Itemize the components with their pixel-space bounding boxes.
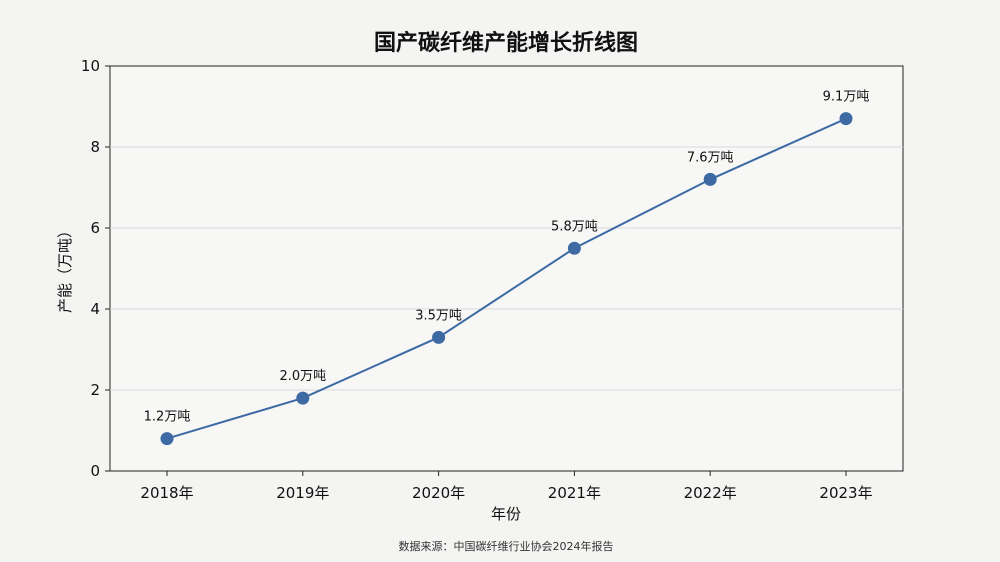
source-note: 数据来源：中国碳纤维行业协会2024年报告 xyxy=(399,539,614,553)
data-point xyxy=(160,432,174,446)
x-axis-ticks: 2018年 2019年 2020年 2021年 2022年 2023年 xyxy=(140,471,873,502)
x-tick-label: 2021年 xyxy=(548,484,601,502)
x-tick-label: 2022年 xyxy=(684,484,737,502)
y-axis-label: 产能（万吨） xyxy=(56,223,74,313)
x-tick-label: 2020年 xyxy=(412,484,465,502)
plot-area xyxy=(109,65,904,472)
series-markers xyxy=(160,112,853,446)
y-tick-label: 6 xyxy=(90,219,100,237)
y-axis-ticks: 0 2 4 6 8 10 xyxy=(81,57,110,480)
data-point xyxy=(567,241,581,255)
x-tick-label: 2023年 xyxy=(819,484,872,502)
y-tick-label: 2 xyxy=(90,381,100,399)
data-label: 9.1万吨 xyxy=(823,90,870,105)
data-label: 2.0万吨 xyxy=(279,369,326,384)
y-tick-label: 10 xyxy=(81,57,100,75)
data-point xyxy=(703,172,717,186)
y-tick-label: 8 xyxy=(90,138,100,156)
gridlines xyxy=(110,146,903,391)
series-line xyxy=(166,117,847,440)
x-axis-label: 年份 xyxy=(491,505,521,523)
y-tick-label: 4 xyxy=(90,300,100,318)
x-tick-label: 2019年 xyxy=(276,484,329,502)
x-tick-label: 2018年 xyxy=(140,484,193,502)
data-point xyxy=(839,112,853,126)
data-point xyxy=(296,391,310,405)
chart-title: 国产碳纤维产能增长折线图 xyxy=(374,30,638,56)
data-label: 5.8万吨 xyxy=(551,219,598,234)
y-tick-label: 0 xyxy=(90,462,100,480)
data-label: 7.6万吨 xyxy=(687,150,734,165)
data-label: 1.2万吨 xyxy=(144,410,191,425)
data-label: 3.5万吨 xyxy=(415,308,462,323)
data-point xyxy=(432,330,446,344)
data-labels: 1.2万吨 2.0万吨 3.5万吨 5.8万吨 7.6万吨 9.1万吨 xyxy=(144,90,870,425)
